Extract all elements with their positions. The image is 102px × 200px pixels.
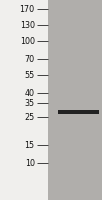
- Bar: [0, 0, 48, 200]
- Text: 55: 55: [24, 71, 35, 79]
- Text: 70: 70: [25, 54, 35, 64]
- Text: 10: 10: [25, 158, 35, 168]
- Text: 100: 100: [20, 36, 35, 46]
- Bar: [58, 110, 99, 114]
- Text: 15: 15: [25, 140, 35, 149]
- Text: 170: 170: [20, 4, 35, 14]
- Text: 35: 35: [25, 98, 35, 108]
- Text: 40: 40: [25, 88, 35, 98]
- Text: 25: 25: [24, 112, 35, 121]
- Text: 130: 130: [20, 21, 35, 29]
